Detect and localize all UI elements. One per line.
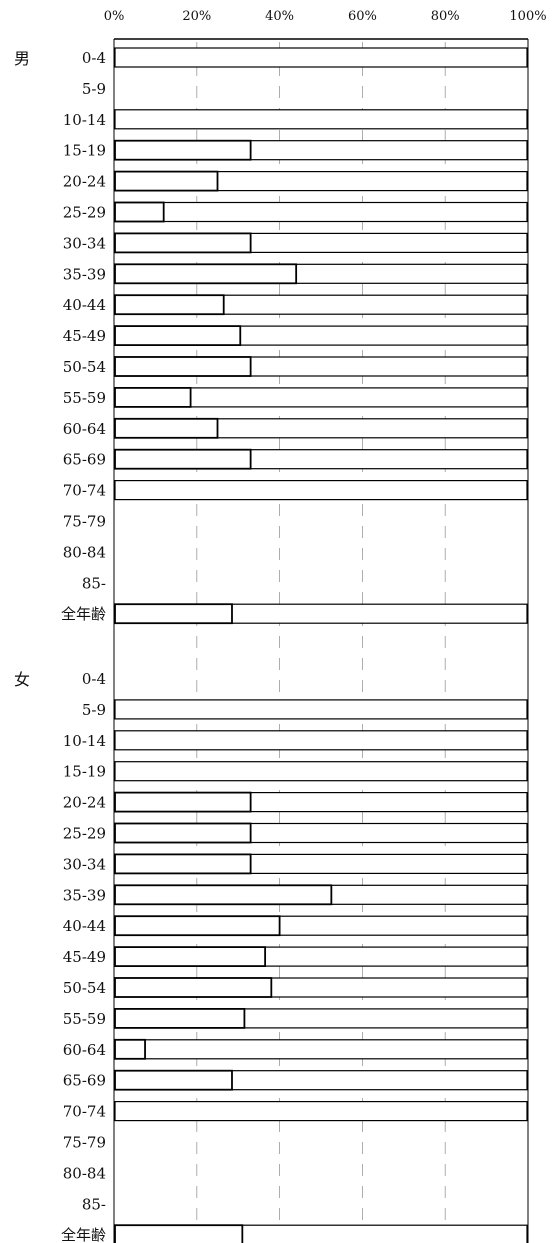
- bar-segment: [114, 201, 165, 223]
- bar-segment: [114, 448, 252, 470]
- bar-segment: [114, 1069, 233, 1091]
- bar-segment: [114, 791, 252, 813]
- bar-segment: [114, 822, 252, 844]
- bar-segment: [114, 1008, 246, 1029]
- bar-total: [114, 201, 528, 223]
- row-label: 5-9: [82, 701, 106, 719]
- bar-segment: [114, 915, 281, 937]
- row-label: 0-4: [82, 670, 106, 688]
- bar-segment: [114, 417, 219, 439]
- bar-total: [114, 1039, 528, 1060]
- row-label: 30-34: [63, 855, 106, 873]
- bar-total: [114, 699, 528, 720]
- row-label: 35-39: [63, 265, 106, 283]
- bar-segment: [114, 170, 219, 192]
- bar-segment: [114, 946, 267, 967]
- bar-segment: [114, 977, 273, 998]
- bar-total: [114, 761, 528, 782]
- bar-segment: [114, 603, 233, 625]
- row-label: 80-84: [63, 1164, 106, 1182]
- x-tick-label: 20%: [182, 9, 211, 24]
- row-label: 5-9: [82, 80, 106, 98]
- row-label: 45-49: [63, 327, 106, 345]
- row-label: 60-64: [63, 420, 106, 438]
- bar-total: [114, 480, 528, 501]
- bar-segment: [114, 232, 252, 254]
- row-label: 50-54: [63, 979, 106, 997]
- row-label: 65-69: [63, 451, 106, 469]
- row-label: 75-79: [63, 513, 106, 531]
- row-label: 10-14: [63, 732, 106, 750]
- row-label: 15-19: [63, 142, 106, 160]
- row-label: 85-: [82, 574, 106, 592]
- row-label: 25-29: [63, 204, 106, 222]
- bar-segment: [114, 325, 242, 347]
- row-label: 20-24: [63, 794, 106, 812]
- x-tick-label: 40%: [265, 9, 294, 24]
- bar-segment: [114, 386, 192, 408]
- bar-segment: [114, 884, 333, 906]
- bar-segment: [114, 853, 252, 875]
- bar-segment: [114, 294, 225, 316]
- x-tick-label: 100%: [509, 9, 546, 24]
- bar-total: [114, 47, 528, 68]
- row-label: 85-: [82, 1195, 106, 1213]
- bar-segment: [114, 356, 252, 377]
- row-label: 20-24: [63, 173, 106, 191]
- bar-total: [114, 730, 528, 751]
- x-tick-label: 80%: [431, 9, 460, 24]
- bar-segment: [114, 263, 298, 285]
- row-label: 25-29: [63, 825, 106, 843]
- labels-layer: 0% 20% 40% 60% 80% 100% 男 0-4 5-9 10-14 15-19 20-24…: [14, 9, 547, 1243]
- bar-segment: [114, 1224, 244, 1243]
- x-tick-label: 60%: [348, 9, 377, 24]
- row-label: 0-4: [82, 49, 106, 67]
- row-label: 40-44: [63, 917, 106, 935]
- bar-total: [114, 109, 528, 130]
- row-label: 70-74: [63, 1103, 106, 1121]
- row-label: 45-49: [63, 948, 106, 966]
- bar-segment: [114, 1038, 146, 1060]
- row-label: 40-44: [63, 296, 106, 314]
- bar-total: [114, 1100, 528, 1122]
- row-label: 55-59: [63, 1010, 106, 1028]
- row-label: 全年齢: [61, 605, 106, 623]
- bars-layer: [114, 47, 528, 1243]
- row-label: 80-84: [63, 543, 106, 561]
- group-label: 女: [14, 670, 30, 689]
- x-tick-label: 0%: [104, 9, 125, 24]
- row-label: 50-54: [63, 358, 106, 376]
- row-label: 35-39: [63, 886, 106, 904]
- row-label: 65-69: [63, 1072, 106, 1090]
- row-label: 10-14: [63, 111, 106, 129]
- bar-segment: [114, 139, 252, 161]
- row-label: 75-79: [63, 1134, 106, 1152]
- group-label: 男: [14, 49, 30, 68]
- row-label: 60-64: [63, 1041, 106, 1059]
- row-label: 70-74: [63, 482, 106, 500]
- row-label: 15-19: [63, 763, 106, 781]
- row-label: 55-59: [63, 389, 106, 407]
- row-label: 30-34: [63, 234, 106, 252]
- row-label: 全年齢: [61, 1226, 106, 1243]
